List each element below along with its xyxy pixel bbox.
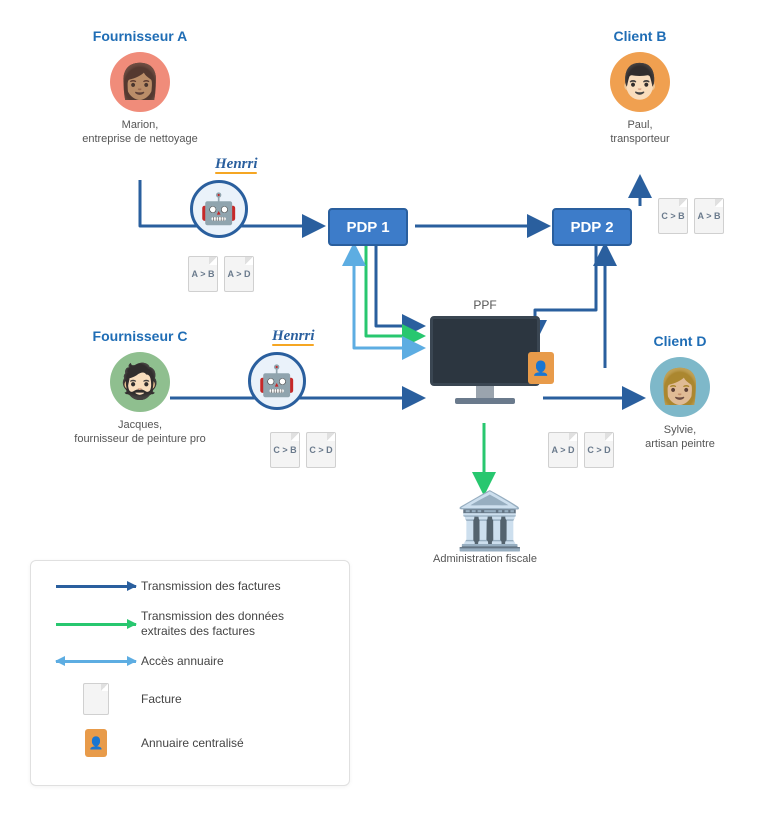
document-icon: C > D (584, 432, 614, 468)
legend-label: Transmission des données extraites des f… (141, 609, 311, 640)
pdp2-box: PDP 2 (552, 208, 632, 246)
admin-bank-icon: 🏛️ (455, 488, 525, 554)
document-icon: C > B (658, 198, 688, 234)
henrri1-robot-icon: 🤖 (190, 180, 248, 238)
fournisseurC-name: Jacques, (80, 418, 200, 432)
legend-label: Annuaire centralisé (141, 736, 244, 752)
invoice-arrow (376, 246, 420, 326)
legend-directory-icon: 👤 (85, 729, 107, 757)
legend-row: Facture (51, 683, 329, 715)
legend-row: Transmission des factures (51, 579, 329, 595)
legend-arrow-icon (56, 623, 136, 626)
clientD-avatar: 👩🏼 (650, 357, 710, 417)
pdp1-box: PDP 1 (328, 208, 408, 246)
clientB-avatar: 👨🏻 (610, 52, 670, 112)
directory-arrow (354, 248, 420, 348)
ppf-monitor-icon (430, 316, 540, 404)
legend-row: Transmission des données extraites des f… (51, 609, 329, 640)
clientB-name: Paul, (580, 118, 700, 132)
fournisseurA-avatar: 👩🏽 (110, 52, 170, 112)
henrri2-brand: Henrri (272, 328, 315, 346)
legend-label: Accès annuaire (141, 654, 224, 670)
document-icon: A > D (224, 256, 254, 292)
henrri2-robot-icon: 🤖 (248, 352, 306, 410)
directory-icon: 👤 (528, 352, 554, 384)
legend-box: Transmission des factures Transmission de… (30, 560, 350, 786)
document-icon: C > D (306, 432, 336, 468)
fournisseurA-name: Marion, (80, 118, 200, 132)
legend-label: Facture (141, 692, 182, 708)
legend-label: Transmission des factures (141, 579, 281, 595)
fournisseurA-role: entreprise de nettoyage (60, 132, 220, 146)
legend-row: Accès annuaire (51, 654, 329, 670)
document-icon: A > D (548, 432, 578, 468)
henrri1-brand: Henrri (215, 156, 258, 174)
fournisseurC-title: Fournisseur C (80, 328, 200, 344)
data-arrow (366, 246, 420, 336)
document-icon: C > B (270, 432, 300, 468)
clientB-role: transporteur (580, 132, 700, 146)
legend-arrow-icon (56, 660, 136, 663)
invoice-arrow (535, 246, 596, 338)
fournisseurC-avatar: 🧔🏻 (110, 352, 170, 412)
clientD-name: Sylvie, (620, 423, 740, 437)
document-icon: A > B (694, 198, 724, 234)
clientB-title: Client B (580, 28, 700, 44)
document-icon: A > B (188, 256, 218, 292)
ppf-label: PPF (440, 298, 530, 314)
legend-document-icon (83, 683, 109, 715)
admin-label: Administration fiscale (410, 552, 560, 566)
legend-row: 👤 Annuaire centralisé (51, 729, 329, 757)
fournisseurC-role: fournisseur de peinture pro (55, 432, 225, 446)
clientD-role: artisan peintre (620, 437, 740, 451)
legend-arrow-icon (56, 585, 136, 588)
fournisseurA-title: Fournisseur A (80, 28, 200, 44)
clientD-title: Client D (620, 333, 740, 349)
